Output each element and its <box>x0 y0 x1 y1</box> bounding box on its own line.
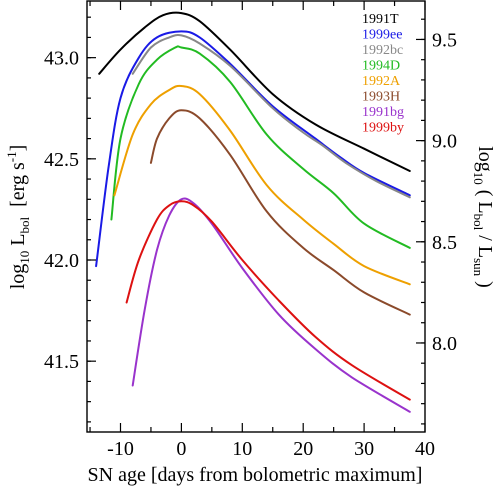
legend-entry-1999by: 1999by <box>362 121 404 136</box>
legend-entry-1999ee: 1999ee <box>362 28 402 43</box>
x-tick-label: 0 <box>176 438 186 460</box>
legend: 1991T1999ee1992bc1994D1992A1993H1991bg19… <box>362 12 404 136</box>
x-tick-label: 30 <box>354 438 374 460</box>
legend-entry-1991bg: 1991bg <box>362 105 404 120</box>
y-tick-label-right: 9.0 <box>432 131 457 153</box>
legend-entry-1991T: 1991T <box>362 12 399 27</box>
legend-entry-1992A: 1992A <box>362 74 401 89</box>
series-line-1992A <box>113 84 411 286</box>
plot-frame <box>86 0 426 433</box>
series-line-1994D <box>110 45 411 249</box>
legend-entry-1994D: 1994D <box>362 59 400 74</box>
series-line-1992bc <box>131 34 411 199</box>
series-curves <box>95 11 411 413</box>
x-tick-label: 10 <box>232 438 252 460</box>
y-tick-label-left: 43.0 <box>44 48 79 70</box>
legend-entry-1992bc: 1992bc <box>362 43 403 58</box>
series-line-1991bg <box>131 197 411 413</box>
x-tick-label: 40 <box>415 438 435 460</box>
axis-tick-labels: -10 0 10 20 30 40 41.5 42.0 42.5 43.0 8.0 8.5 9.0 9.5 <box>44 29 457 460</box>
y-tick-label-left: 42.0 <box>44 250 79 272</box>
y-tick-label-right: 8.0 <box>432 333 457 355</box>
x-tick-label: -10 <box>107 438 134 460</box>
x-axis-title: SN age [days from bolometric maximum] <box>88 464 423 486</box>
series-line-1991T <box>98 11 411 172</box>
y-tick-label-right: 8.5 <box>432 232 457 254</box>
y-tick-label-left: 41.5 <box>44 351 79 373</box>
series-line-1993H <box>149 109 411 316</box>
axis-ticks <box>87 1 426 432</box>
y-axis-title-right: log10 ( Lbol / Lsun ) <box>471 146 496 288</box>
y-tick-label-left: 42.5 <box>44 149 79 171</box>
legend-entry-1993H: 1993H <box>362 90 400 105</box>
x-tick-label: 20 <box>293 438 313 460</box>
y-tick-label-right: 9.5 <box>432 29 457 51</box>
series-line-1999by <box>125 200 411 401</box>
series-line-1999ee <box>95 30 411 268</box>
y-axis-title-left: log10 Lbol [erg s-1] <box>4 145 32 290</box>
